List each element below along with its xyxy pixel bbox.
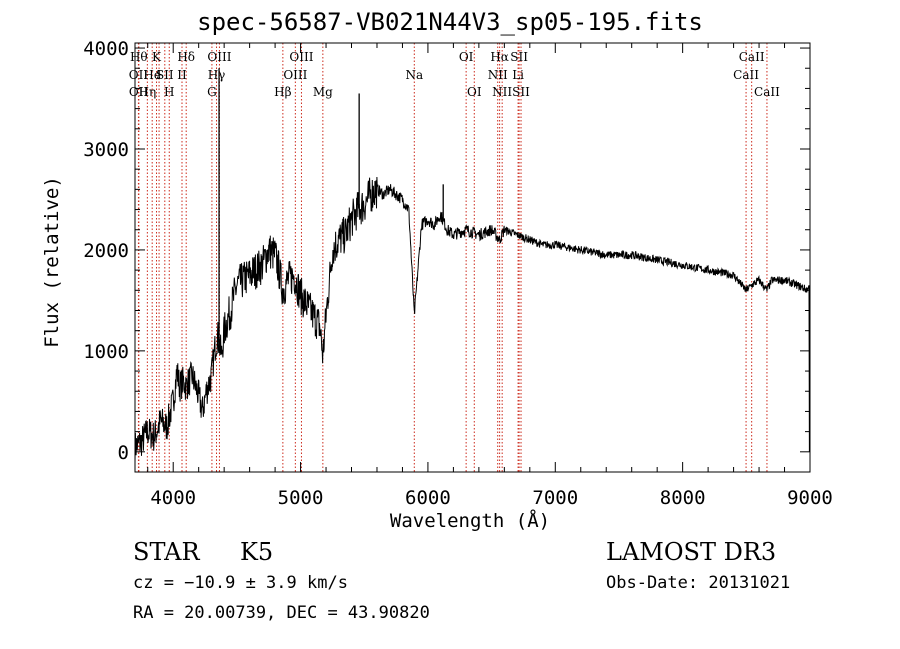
spectral-subclass: K5	[240, 538, 274, 566]
line-label-layer: HθOIIOIIHηHeKISIIHIIHδGHγOIIIHβOIIIOIIIM…	[129, 50, 780, 99]
x-tick-label: 9000	[787, 487, 833, 509]
line-marker-label: Hη	[139, 85, 157, 99]
y-axis-label: Flux (relative)	[41, 176, 63, 348]
line-marker-label: Hδ	[177, 50, 195, 64]
line-marker-label: He	[143, 68, 161, 82]
line-marker-label: OII	[129, 68, 149, 82]
line-marker-label: OIII	[207, 50, 231, 64]
y-tick-label: 0	[118, 442, 129, 464]
line-marker-label: Hβ	[274, 85, 291, 99]
line-marker-label: Hθ	[130, 50, 148, 64]
y-tick-label: 1000	[83, 341, 129, 363]
line-marker-label: Hγ	[208, 68, 226, 82]
line-marker-label: NII	[488, 68, 508, 82]
line-marker-label: OII	[129, 85, 149, 99]
line-marker-label: OI	[459, 50, 474, 64]
line-marker-label: CaII	[754, 85, 780, 99]
emission-spike-layer	[218, 68, 444, 343]
spectrum-line	[134, 176, 810, 463]
line-marker-label: Na	[405, 68, 423, 82]
line-marker-layer	[137, 43, 768, 472]
x-tick-label: 5000	[278, 487, 324, 509]
y-axis: 0 1000 2000 3000 4000	[83, 38, 810, 473]
line-marker-label: II	[177, 68, 187, 82]
observation-date: Obs-Date: 20131021	[606, 573, 791, 593]
x-tick-label: 6000	[405, 487, 451, 509]
y-tick-label: 2000	[83, 240, 129, 262]
line-marker-label: CaII	[739, 50, 765, 64]
survey-name: LAMOST DR3	[606, 538, 777, 566]
x-axis-label: Wavelength (Å)	[389, 510, 551, 532]
x-tick-label: 4000	[150, 487, 196, 509]
line-marker-label: Li	[512, 68, 524, 82]
line-marker-label: SII	[512, 85, 530, 99]
line-marker-label: G	[207, 85, 217, 99]
line-marker-label: SII	[156, 68, 174, 82]
y-tick-label: 3000	[83, 139, 129, 161]
line-marker-label: CaII	[733, 68, 759, 82]
line-marker-label: OIII	[289, 50, 313, 64]
line-marker-label: I	[157, 68, 162, 82]
redshift-velocity: cz = −10.9 ± 3.9 km/s	[133, 573, 348, 593]
coordinates: RA = 20.00739, DEC = 43.90820	[133, 603, 430, 623]
line-marker-label: NII	[492, 85, 512, 99]
line-marker-label: SII	[510, 50, 528, 64]
line-marker-label: Mg	[313, 85, 333, 99]
line-marker-label: Hα	[490, 50, 509, 64]
line-marker-label: K	[152, 50, 162, 64]
y-tick-label: 4000	[83, 38, 129, 60]
chart-title: spec-56587-VB021N44V3_sp05-195.fits	[197, 8, 703, 36]
object-class: STAR	[133, 538, 200, 566]
line-marker-label: OIII	[283, 68, 307, 82]
plot-frame	[134, 42, 811, 473]
x-tick-label: 8000	[660, 487, 706, 509]
x-axis: 4000 5000 6000 7000 8000 9000	[147, 43, 833, 509]
line-marker-label: H	[164, 85, 174, 99]
x-tick-label: 7000	[532, 487, 578, 509]
line-marker-label: OI	[467, 85, 482, 99]
